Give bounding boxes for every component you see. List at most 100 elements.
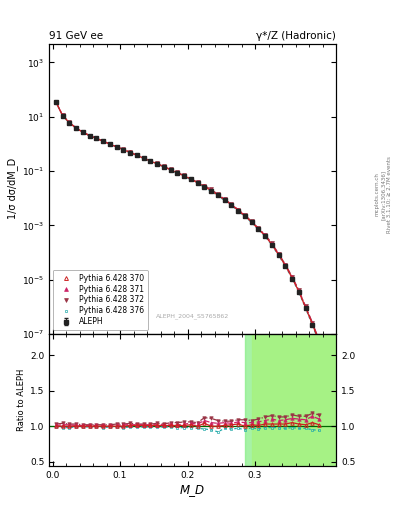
Pythia 6.428 376 xyxy=(209,188,213,195)
Pythia 6.428 376 xyxy=(189,177,193,183)
Pythia 6.428 376 xyxy=(67,120,72,126)
Pythia 6.428 372 xyxy=(290,273,294,280)
Text: [arXiv:1306.3436]: [arXiv:1306.3436] xyxy=(381,169,386,220)
Pythia 6.428 376 xyxy=(310,322,315,328)
Pythia 6.428 376 xyxy=(121,147,126,153)
Pythia 6.428 371 xyxy=(121,146,126,153)
Pythia 6.428 370 xyxy=(215,192,220,198)
Pythia 6.428 372 xyxy=(263,232,268,238)
Pythia 6.428 370 xyxy=(256,226,261,232)
Pythia 6.428 370 xyxy=(134,152,139,158)
Pythia 6.428 371 xyxy=(148,158,153,164)
Text: γ*/Z (Hadronic): γ*/Z (Hadronic) xyxy=(256,31,336,41)
Pythia 6.428 376 xyxy=(108,141,112,147)
Pythia 6.428 370 xyxy=(303,305,308,311)
Pythia 6.428 370 xyxy=(242,213,247,219)
Pythia 6.428 376 xyxy=(202,184,207,190)
Pythia 6.428 372 xyxy=(242,212,247,218)
Pythia 6.428 376 xyxy=(53,99,58,105)
Pythia 6.428 371 xyxy=(195,179,200,185)
Pythia 6.428 370 xyxy=(128,150,132,156)
Text: Rivet 3.1.10; ≥ 2.7M events: Rivet 3.1.10; ≥ 2.7M events xyxy=(387,156,391,233)
Line: Pythia 6.428 376: Pythia 6.428 376 xyxy=(55,101,321,344)
Pythia 6.428 376 xyxy=(249,220,254,226)
Text: mcplots.cern.ch: mcplots.cern.ch xyxy=(375,173,380,217)
Pythia 6.428 372 xyxy=(256,225,261,231)
Pythia 6.428 370 xyxy=(168,167,173,173)
Text: 91 GeV ee: 91 GeV ee xyxy=(49,31,103,41)
Pythia 6.428 370 xyxy=(297,289,301,295)
Pythia 6.428 370 xyxy=(87,133,92,139)
Pythia 6.428 372 xyxy=(162,163,166,169)
Pythia 6.428 370 xyxy=(114,144,119,150)
Pythia 6.428 376 xyxy=(148,158,153,164)
Pythia 6.428 376 xyxy=(242,214,247,220)
Pythia 6.428 370 xyxy=(270,242,274,248)
Pythia 6.428 376 xyxy=(162,164,166,170)
Pythia 6.428 370 xyxy=(263,233,268,239)
Pythia 6.428 371 xyxy=(182,173,187,179)
Pythia 6.428 372 xyxy=(155,160,160,166)
Pythia 6.428 376 xyxy=(303,305,308,311)
Pythia 6.428 370 xyxy=(209,187,213,194)
Pythia 6.428 371 xyxy=(249,219,254,225)
Pythia 6.428 371 xyxy=(236,207,241,213)
Pythia 6.428 376 xyxy=(182,173,187,179)
Pythia 6.428 370 xyxy=(236,207,241,214)
Pythia 6.428 370 xyxy=(60,113,65,119)
Pythia 6.428 376 xyxy=(270,242,274,248)
Line: Pythia 6.428 370: Pythia 6.428 370 xyxy=(54,100,321,344)
Pythia 6.428 370 xyxy=(121,146,126,153)
Pythia 6.428 376 xyxy=(229,202,234,208)
Pythia 6.428 372 xyxy=(303,303,308,309)
X-axis label: M_D: M_D xyxy=(180,482,205,496)
Pythia 6.428 371 xyxy=(53,99,58,105)
Pythia 6.428 372 xyxy=(222,196,227,202)
Pythia 6.428 372 xyxy=(168,166,173,173)
Pythia 6.428 370 xyxy=(182,173,187,179)
Pythia 6.428 376 xyxy=(290,275,294,282)
Y-axis label: Ratio to ALEPH: Ratio to ALEPH xyxy=(17,369,26,431)
Pythia 6.428 372 xyxy=(81,129,85,135)
Pythia 6.428 372 xyxy=(108,141,112,147)
Pythia 6.428 376 xyxy=(87,133,92,139)
Pythia 6.428 371 xyxy=(276,251,281,258)
Pythia 6.428 371 xyxy=(290,274,294,281)
Pythia 6.428 372 xyxy=(121,146,126,153)
Pythia 6.428 372 xyxy=(297,287,301,293)
Pythia 6.428 371 xyxy=(175,169,180,176)
Pythia 6.428 372 xyxy=(175,169,180,176)
Pythia 6.428 376 xyxy=(134,153,139,159)
Pythia 6.428 370 xyxy=(155,161,160,167)
Pythia 6.428 372 xyxy=(148,158,153,164)
Pythia 6.428 370 xyxy=(108,141,112,147)
Pythia 6.428 370 xyxy=(189,176,193,182)
Pythia 6.428 372 xyxy=(249,218,254,224)
Pythia 6.428 371 xyxy=(108,141,112,147)
Pythia 6.428 371 xyxy=(114,144,119,150)
Pythia 6.428 371 xyxy=(263,232,268,239)
Pythia 6.428 372 xyxy=(128,149,132,155)
Pythia 6.428 370 xyxy=(229,202,234,208)
Pythia 6.428 376 xyxy=(128,150,132,156)
Pythia 6.428 370 xyxy=(222,197,227,203)
Pythia 6.428 371 xyxy=(141,155,146,161)
Pythia 6.428 370 xyxy=(317,339,321,345)
Pythia 6.428 371 xyxy=(270,241,274,247)
Pythia 6.428 371 xyxy=(303,304,308,310)
Pythia 6.428 370 xyxy=(249,219,254,225)
Pythia 6.428 376 xyxy=(155,161,160,167)
Pythia 6.428 370 xyxy=(290,275,294,281)
Pythia 6.428 371 xyxy=(162,163,166,169)
Pythia 6.428 376 xyxy=(101,138,105,144)
Pythia 6.428 371 xyxy=(168,166,173,173)
Pythia 6.428 370 xyxy=(74,125,79,131)
Pythia 6.428 370 xyxy=(283,263,288,269)
Pythia 6.428 370 xyxy=(148,158,153,164)
Pythia 6.428 371 xyxy=(94,135,99,141)
Pythia 6.428 376 xyxy=(114,144,119,150)
Pythia 6.428 371 xyxy=(101,138,105,144)
Pythia 6.428 372 xyxy=(53,99,58,105)
Pythia 6.428 372 xyxy=(276,251,281,257)
Pythia 6.428 370 xyxy=(94,135,99,141)
